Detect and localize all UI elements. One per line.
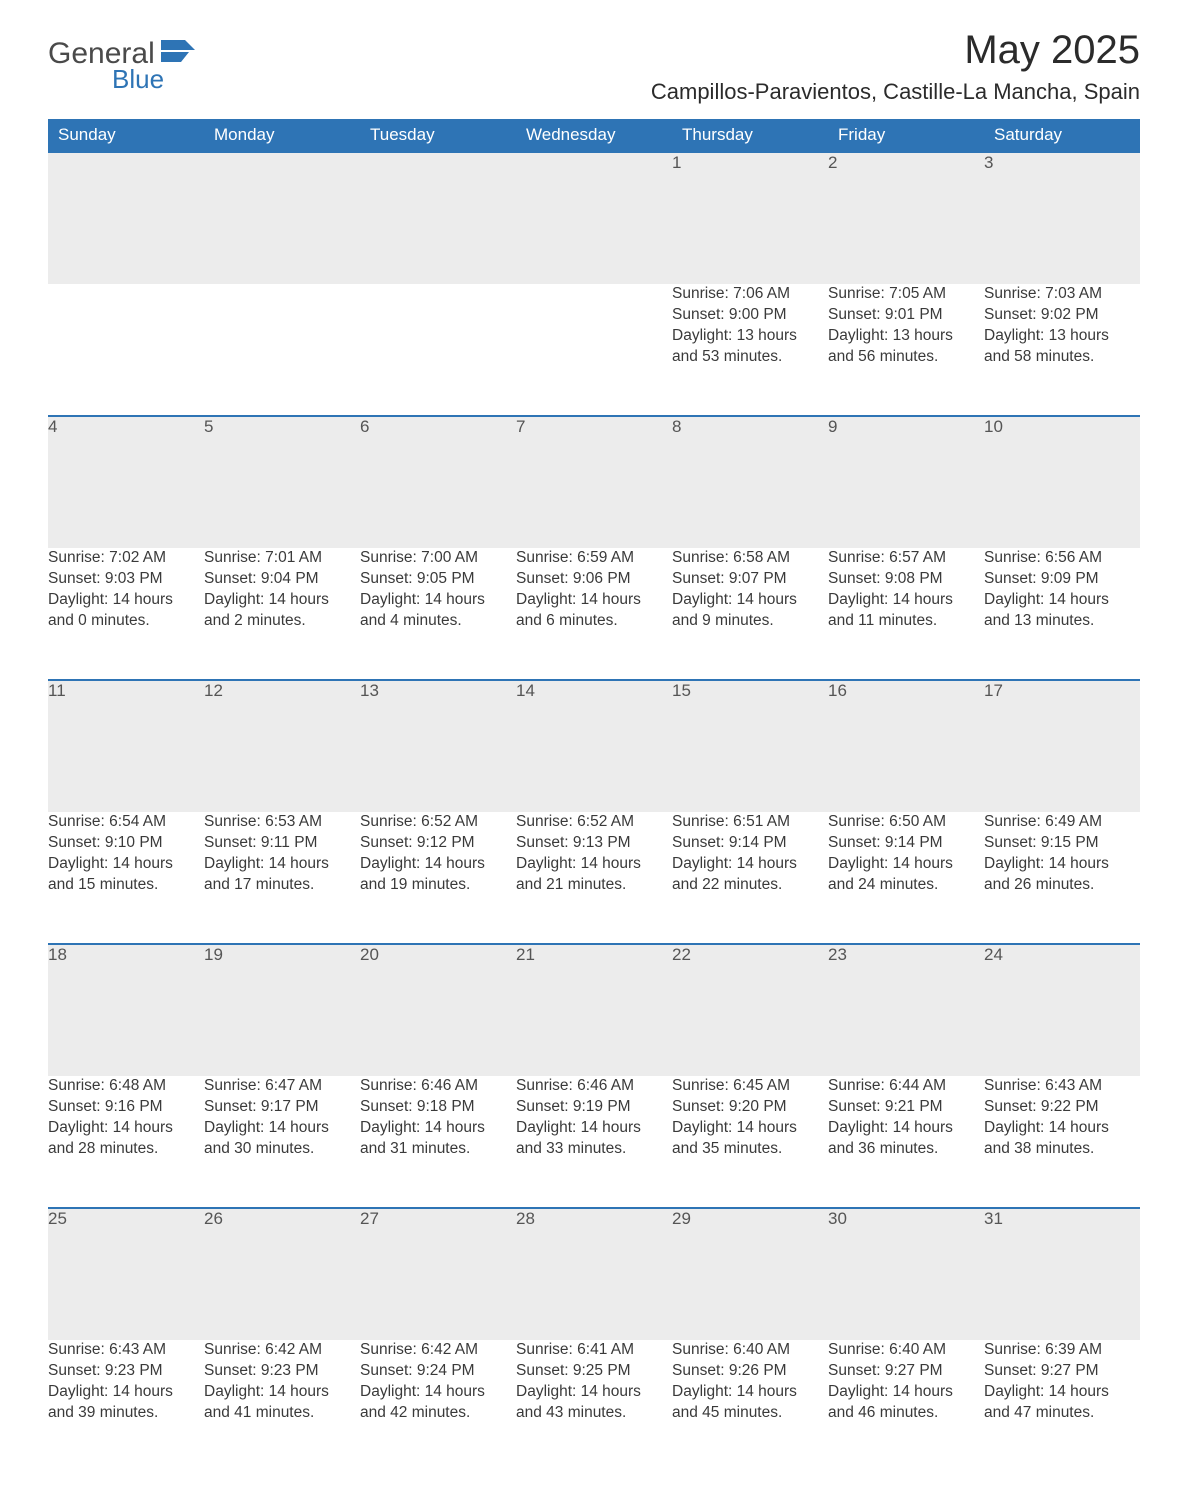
day-number: 28 [516,1208,672,1340]
day-number-row: 18192021222324 [48,944,1140,1076]
empty-cell [48,284,204,416]
day-cell: Sunrise: 7:06 AMSunset: 9:00 PMDaylight:… [672,284,828,416]
day-cell: Sunrise: 7:02 AMSunset: 9:03 PMDaylight:… [48,548,204,680]
day-cell: Sunrise: 7:00 AMSunset: 9:05 PMDaylight:… [360,548,516,680]
day-number: 30 [828,1208,984,1340]
logo-flag-icon [161,40,195,67]
location-subtitle: Campillos-Paravientos, Castille-La Manch… [651,79,1140,105]
weekday-header: Sunday [48,119,204,152]
day-cell: Sunrise: 6:54 AMSunset: 9:10 PMDaylight:… [48,812,204,944]
logo: General Blue [48,28,195,91]
day-number: 15 [672,680,828,812]
calendar-body: 123Sunrise: 7:06 AMSunset: 9:00 PMDaylig… [48,152,1140,1472]
day-cell: Sunrise: 6:53 AMSunset: 9:11 PMDaylight:… [204,812,360,944]
day-cell: Sunrise: 6:40 AMSunset: 9:27 PMDaylight:… [828,1340,984,1472]
day-cell: Sunrise: 6:42 AMSunset: 9:24 PMDaylight:… [360,1340,516,1472]
day-cell: Sunrise: 6:59 AMSunset: 9:06 PMDaylight:… [516,548,672,680]
day-data-row: Sunrise: 6:48 AMSunset: 9:16 PMDaylight:… [48,1076,1140,1208]
day-number-row: 45678910 [48,416,1140,548]
weekday-header: Wednesday [516,119,672,152]
day-number: 27 [360,1208,516,1340]
day-number-row: 123 [48,152,1140,284]
day-number: 9 [828,416,984,548]
day-number: 29 [672,1208,828,1340]
day-number-row: 11121314151617 [48,680,1140,812]
day-number: 10 [984,416,1140,548]
month-title: May 2025 [651,28,1140,73]
day-cell: Sunrise: 6:51 AMSunset: 9:14 PMDaylight:… [672,812,828,944]
day-data-row: Sunrise: 6:43 AMSunset: 9:23 PMDaylight:… [48,1340,1140,1472]
day-number: 13 [360,680,516,812]
empty-cell [360,152,516,284]
day-cell: Sunrise: 6:44 AMSunset: 9:21 PMDaylight:… [828,1076,984,1208]
day-cell: Sunrise: 6:46 AMSunset: 9:19 PMDaylight:… [516,1076,672,1208]
day-number: 11 [48,680,204,812]
day-cell: Sunrise: 6:57 AMSunset: 9:08 PMDaylight:… [828,548,984,680]
weekday-header: Monday [204,119,360,152]
day-number: 7 [516,416,672,548]
day-cell: Sunrise: 6:40 AMSunset: 9:26 PMDaylight:… [672,1340,828,1472]
day-number: 26 [204,1208,360,1340]
day-cell: Sunrise: 6:43 AMSunset: 9:22 PMDaylight:… [984,1076,1140,1208]
day-cell: Sunrise: 6:45 AMSunset: 9:20 PMDaylight:… [672,1076,828,1208]
day-number: 19 [204,944,360,1076]
day-number: 31 [984,1208,1140,1340]
day-cell: Sunrise: 6:49 AMSunset: 9:15 PMDaylight:… [984,812,1140,944]
weekday-header: Thursday [672,119,828,152]
day-cell: Sunrise: 6:39 AMSunset: 9:27 PMDaylight:… [984,1340,1140,1472]
calendar-table: SundayMondayTuesdayWednesdayThursdayFrid… [48,119,1140,1472]
day-number: 8 [672,416,828,548]
day-cell: Sunrise: 6:48 AMSunset: 9:16 PMDaylight:… [48,1076,204,1208]
day-number: 4 [48,416,204,548]
day-cell: Sunrise: 6:50 AMSunset: 9:14 PMDaylight:… [828,812,984,944]
day-number: 25 [48,1208,204,1340]
day-cell: Sunrise: 6:56 AMSunset: 9:09 PMDaylight:… [984,548,1140,680]
day-number: 12 [204,680,360,812]
day-number: 5 [204,416,360,548]
day-cell: Sunrise: 7:03 AMSunset: 9:02 PMDaylight:… [984,284,1140,416]
day-number: 14 [516,680,672,812]
day-number: 22 [672,944,828,1076]
day-number: 18 [48,944,204,1076]
day-number: 21 [516,944,672,1076]
day-number: 23 [828,944,984,1076]
empty-cell [360,284,516,416]
day-number: 1 [672,152,828,284]
logo-word-blue: Blue [48,67,195,92]
weekday-header-row: SundayMondayTuesdayWednesdayThursdayFrid… [48,119,1140,152]
day-cell: Sunrise: 6:47 AMSunset: 9:17 PMDaylight:… [204,1076,360,1208]
day-number: 2 [828,152,984,284]
header: General Blue May 2025 Campillos-Paravien… [48,28,1140,115]
weekday-header: Friday [828,119,984,152]
weekday-header: Tuesday [360,119,516,152]
day-cell: Sunrise: 6:43 AMSunset: 9:23 PMDaylight:… [48,1340,204,1472]
empty-cell [516,152,672,284]
day-cell: Sunrise: 7:05 AMSunset: 9:01 PMDaylight:… [828,284,984,416]
day-cell: Sunrise: 7:01 AMSunset: 9:04 PMDaylight:… [204,548,360,680]
day-cell: Sunrise: 6:52 AMSunset: 9:12 PMDaylight:… [360,812,516,944]
day-data-row: Sunrise: 7:02 AMSunset: 9:03 PMDaylight:… [48,548,1140,680]
day-number: 20 [360,944,516,1076]
empty-cell [516,284,672,416]
day-number: 6 [360,416,516,548]
day-cell: Sunrise: 6:58 AMSunset: 9:07 PMDaylight:… [672,548,828,680]
empty-cell [204,284,360,416]
day-cell: Sunrise: 6:52 AMSunset: 9:13 PMDaylight:… [516,812,672,944]
day-data-row: Sunrise: 7:06 AMSunset: 9:00 PMDaylight:… [48,284,1140,416]
day-number: 17 [984,680,1140,812]
day-cell: Sunrise: 6:42 AMSunset: 9:23 PMDaylight:… [204,1340,360,1472]
day-cell: Sunrise: 6:46 AMSunset: 9:18 PMDaylight:… [360,1076,516,1208]
day-cell: Sunrise: 6:41 AMSunset: 9:25 PMDaylight:… [516,1340,672,1472]
empty-cell [48,152,204,284]
day-data-row: Sunrise: 6:54 AMSunset: 9:10 PMDaylight:… [48,812,1140,944]
day-number-row: 25262728293031 [48,1208,1140,1340]
title-block: May 2025 Campillos-Paravientos, Castille… [651,28,1140,115]
day-number: 24 [984,944,1140,1076]
day-number: 3 [984,152,1140,284]
empty-cell [204,152,360,284]
weekday-header: Saturday [984,119,1140,152]
day-number: 16 [828,680,984,812]
logo-text: General Blue [48,40,195,91]
